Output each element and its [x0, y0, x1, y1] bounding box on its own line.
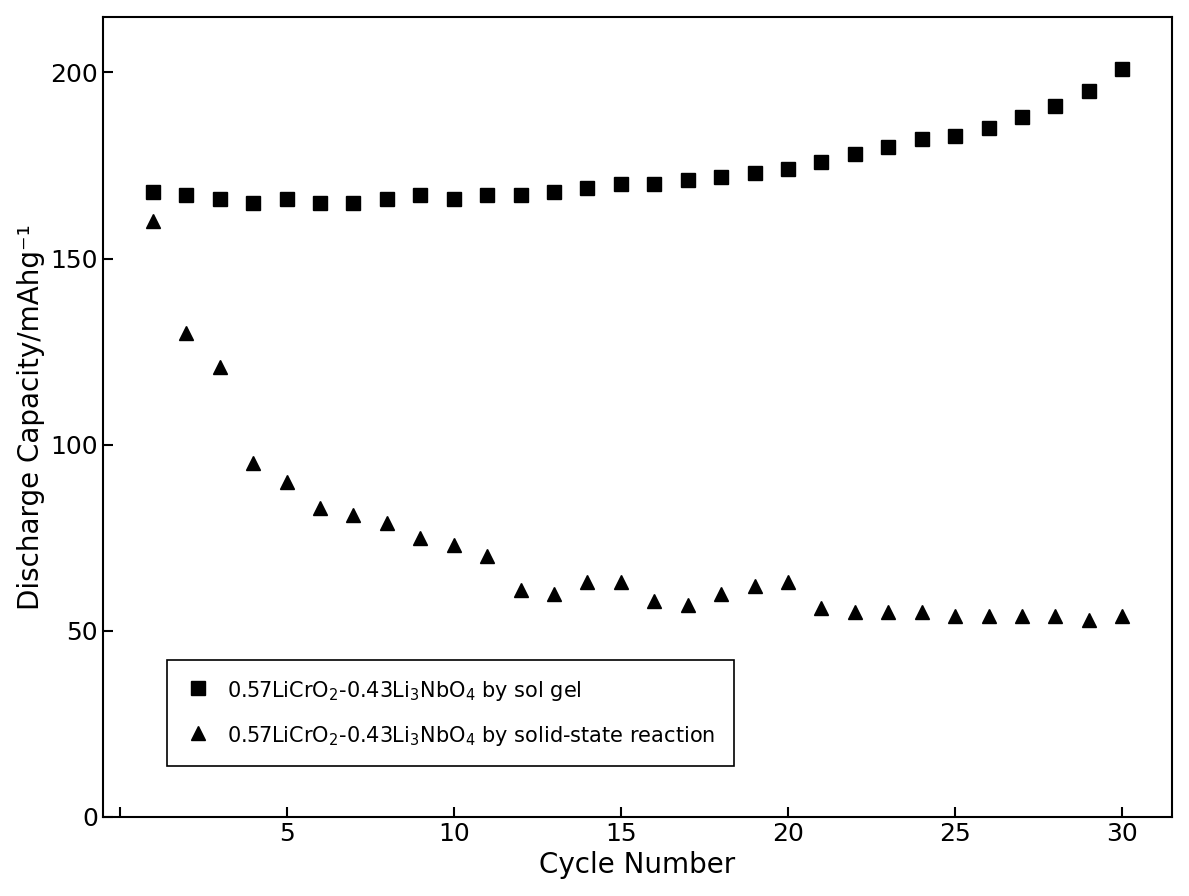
0.57LiCrO$_2$-0.43Li$_3$NbO$_4$ by solid-state reaction	[848, 607, 862, 617]
0.57LiCrO$_2$-0.43Li$_3$NbO$_4$ by sol gel	[948, 131, 962, 142]
0.57LiCrO$_2$-0.43Li$_3$NbO$_4$ by solid-state reaction	[781, 577, 795, 588]
X-axis label: Cycle Number: Cycle Number	[540, 851, 736, 879]
Y-axis label: Discharge Capacity/mAhg⁻¹: Discharge Capacity/mAhg⁻¹	[17, 224, 45, 609]
0.57LiCrO$_2$-0.43Li$_3$NbO$_4$ by solid-state reaction	[146, 216, 161, 227]
0.57LiCrO$_2$-0.43Li$_3$NbO$_4$ by solid-state reaction	[580, 577, 594, 588]
0.57LiCrO$_2$-0.43Li$_3$NbO$_4$ by solid-state reaction	[881, 607, 895, 617]
0.57LiCrO$_2$-0.43Li$_3$NbO$_4$ by solid-state reaction	[647, 596, 661, 607]
0.57LiCrO$_2$-0.43Li$_3$NbO$_4$ by solid-state reaction	[279, 477, 294, 487]
0.57LiCrO$_2$-0.43Li$_3$NbO$_4$ by sol gel	[748, 168, 762, 178]
0.57LiCrO$_2$-0.43Li$_3$NbO$_4$ by solid-state reaction	[346, 510, 360, 521]
0.57LiCrO$_2$-0.43Li$_3$NbO$_4$ by solid-state reaction	[680, 599, 694, 610]
0.57LiCrO$_2$-0.43Li$_3$NbO$_4$ by sol gel	[414, 190, 428, 201]
0.57LiCrO$_2$-0.43Li$_3$NbO$_4$ by sol gel	[614, 179, 628, 190]
Legend: 0.57LiCrO$_2$-0.43Li$_3$NbO$_4$ by sol gel, 0.57LiCrO$_2$-0.43Li$_3$NbO$_4$ by s: 0.57LiCrO$_2$-0.43Li$_3$NbO$_4$ by sol g…	[166, 660, 734, 766]
0.57LiCrO$_2$-0.43Li$_3$NbO$_4$ by solid-state reaction	[246, 458, 260, 469]
0.57LiCrO$_2$-0.43Li$_3$NbO$_4$ by sol gel	[180, 190, 194, 201]
0.57LiCrO$_2$-0.43Li$_3$NbO$_4$ by sol gel	[447, 194, 461, 204]
0.57LiCrO$_2$-0.43Li$_3$NbO$_4$ by sol gel	[279, 194, 294, 204]
0.57LiCrO$_2$-0.43Li$_3$NbO$_4$ by solid-state reaction	[514, 584, 528, 595]
0.57LiCrO$_2$-0.43Li$_3$NbO$_4$ by sol gel	[547, 186, 561, 197]
0.57LiCrO$_2$-0.43Li$_3$NbO$_4$ by solid-state reaction	[1014, 610, 1028, 621]
0.57LiCrO$_2$-0.43Li$_3$NbO$_4$ by sol gel	[246, 197, 260, 208]
0.57LiCrO$_2$-0.43Li$_3$NbO$_4$ by solid-state reaction	[1082, 615, 1096, 625]
0.57LiCrO$_2$-0.43Li$_3$NbO$_4$ by solid-state reaction	[213, 361, 227, 372]
0.57LiCrO$_2$-0.43Li$_3$NbO$_4$ by sol gel	[580, 183, 594, 194]
0.57LiCrO$_2$-0.43Li$_3$NbO$_4$ by sol gel	[514, 190, 528, 201]
0.57LiCrO$_2$-0.43Li$_3$NbO$_4$ by solid-state reaction	[379, 518, 394, 529]
0.57LiCrO$_2$-0.43Li$_3$NbO$_4$ by sol gel	[146, 186, 161, 197]
0.57LiCrO$_2$-0.43Li$_3$NbO$_4$ by solid-state reaction	[1115, 610, 1130, 621]
0.57LiCrO$_2$-0.43Li$_3$NbO$_4$ by solid-state reaction	[948, 610, 962, 621]
0.57LiCrO$_2$-0.43Li$_3$NbO$_4$ by solid-state reaction	[313, 503, 327, 513]
0.57LiCrO$_2$-0.43Li$_3$NbO$_4$ by sol gel	[480, 190, 495, 201]
0.57LiCrO$_2$-0.43Li$_3$NbO$_4$ by solid-state reaction	[748, 581, 762, 591]
0.57LiCrO$_2$-0.43Li$_3$NbO$_4$ by solid-state reaction	[614, 577, 628, 588]
0.57LiCrO$_2$-0.43Li$_3$NbO$_4$ by sol gel	[1082, 86, 1096, 97]
0.57LiCrO$_2$-0.43Li$_3$NbO$_4$ by sol gel	[814, 157, 829, 168]
0.57LiCrO$_2$-0.43Li$_3$NbO$_4$ by solid-state reaction	[1049, 610, 1063, 621]
0.57LiCrO$_2$-0.43Li$_3$NbO$_4$ by solid-state reaction	[414, 532, 428, 543]
0.57LiCrO$_2$-0.43Li$_3$NbO$_4$ by solid-state reaction	[814, 603, 829, 614]
0.57LiCrO$_2$-0.43Li$_3$NbO$_4$ by sol gel	[647, 179, 661, 190]
0.57LiCrO$_2$-0.43Li$_3$NbO$_4$ by solid-state reaction	[715, 588, 729, 599]
0.57LiCrO$_2$-0.43Li$_3$NbO$_4$ by sol gel	[981, 123, 995, 134]
0.57LiCrO$_2$-0.43Li$_3$NbO$_4$ by sol gel	[781, 164, 795, 175]
0.57LiCrO$_2$-0.43Li$_3$NbO$_4$ by solid-state reaction	[547, 588, 561, 599]
0.57LiCrO$_2$-0.43Li$_3$NbO$_4$ by solid-state reaction	[447, 539, 461, 550]
0.57LiCrO$_2$-0.43Li$_3$NbO$_4$ by solid-state reaction	[180, 328, 194, 339]
0.57LiCrO$_2$-0.43Li$_3$NbO$_4$ by sol gel	[1115, 64, 1130, 74]
0.57LiCrO$_2$-0.43Li$_3$NbO$_4$ by solid-state reaction	[480, 551, 495, 562]
0.57LiCrO$_2$-0.43Li$_3$NbO$_4$ by sol gel	[848, 149, 862, 159]
Line: 0.57LiCrO$_2$-0.43Li$_3$NbO$_4$ by solid-state reaction: 0.57LiCrO$_2$-0.43Li$_3$NbO$_4$ by solid…	[146, 214, 1130, 626]
0.57LiCrO$_2$-0.43Li$_3$NbO$_4$ by solid-state reaction	[981, 610, 995, 621]
0.57LiCrO$_2$-0.43Li$_3$NbO$_4$ by sol gel	[715, 171, 729, 182]
0.57LiCrO$_2$-0.43Li$_3$NbO$_4$ by sol gel	[1049, 100, 1063, 111]
0.57LiCrO$_2$-0.43Li$_3$NbO$_4$ by sol gel	[881, 142, 895, 152]
0.57LiCrO$_2$-0.43Li$_3$NbO$_4$ by sol gel	[680, 175, 694, 185]
0.57LiCrO$_2$-0.43Li$_3$NbO$_4$ by sol gel	[213, 194, 227, 204]
Line: 0.57LiCrO$_2$-0.43Li$_3$NbO$_4$ by sol gel: 0.57LiCrO$_2$-0.43Li$_3$NbO$_4$ by sol g…	[146, 62, 1130, 210]
0.57LiCrO$_2$-0.43Li$_3$NbO$_4$ by sol gel	[313, 197, 327, 208]
0.57LiCrO$_2$-0.43Li$_3$NbO$_4$ by sol gel	[914, 134, 929, 145]
0.57LiCrO$_2$-0.43Li$_3$NbO$_4$ by sol gel	[379, 194, 394, 204]
0.57LiCrO$_2$-0.43Li$_3$NbO$_4$ by solid-state reaction	[914, 607, 929, 617]
0.57LiCrO$_2$-0.43Li$_3$NbO$_4$ by sol gel	[1014, 112, 1028, 123]
0.57LiCrO$_2$-0.43Li$_3$NbO$_4$ by sol gel	[346, 197, 360, 208]
